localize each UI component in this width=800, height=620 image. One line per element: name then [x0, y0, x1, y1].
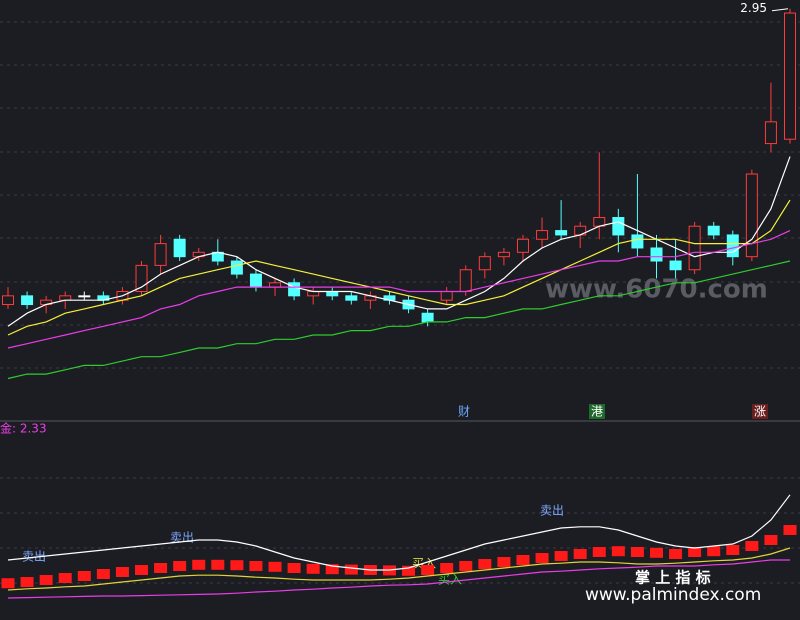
- candle-body: [784, 12, 796, 140]
- candle-body: [2, 295, 14, 306]
- grid: [0, 21, 800, 584]
- candle-body: [650, 247, 663, 262]
- indicator-block: [421, 565, 435, 575]
- candle-body: [345, 295, 358, 301]
- candle-body: [154, 243, 167, 266]
- line: [7, 156, 791, 327]
- line: [7, 559, 790, 599]
- event-tag: 涨: [754, 404, 766, 419]
- tag-box: [589, 404, 605, 419]
- indicator-block: [783, 525, 797, 535]
- high-pointer: [771, 8, 789, 12]
- candle-body: [497, 251, 510, 258]
- indicator-block: [115, 567, 129, 577]
- annotation: 卖出: [540, 504, 564, 518]
- annotation: 卖出: [22, 550, 46, 564]
- candle-body: [230, 260, 243, 275]
- tag-box: [456, 404, 472, 419]
- indicator-block: [707, 546, 721, 557]
- indicator-block: [135, 565, 149, 575]
- high-label: 2.95: [740, 1, 767, 15]
- indicator-block: [1, 578, 15, 589]
- indicator-block: [20, 577, 34, 587]
- watermark: www.palmindex.com: [585, 585, 761, 605]
- indicator-block: [344, 564, 358, 575]
- annotation: 买入: [438, 573, 462, 587]
- candle-body: [173, 238, 186, 258]
- indicator-block: [287, 563, 301, 573]
- indicator-block: [192, 559, 206, 570]
- indicator-block: [77, 571, 91, 581]
- indicator-block: [630, 547, 644, 557]
- indicator-block: [459, 561, 473, 571]
- indicator-block: [96, 569, 110, 579]
- indicator-block: [516, 555, 530, 565]
- indicator-block: [268, 561, 282, 572]
- candle-body: [21, 295, 34, 306]
- indicator-block: [592, 547, 606, 557]
- indicator-block: [726, 545, 740, 555]
- watermark: 掌 上 指 标: [635, 569, 711, 587]
- event-tag: 财: [458, 405, 470, 419]
- indicator-block: [39, 575, 53, 585]
- indicator-block: [535, 553, 549, 563]
- indicator-block: [249, 561, 263, 571]
- candle-body: [516, 238, 529, 253]
- candle-body: [707, 225, 720, 236]
- candle-body: [555, 230, 568, 236]
- line: [7, 494, 791, 571]
- tag-box: [752, 404, 768, 419]
- indicator-block: [764, 535, 778, 545]
- candle-body: [326, 290, 339, 297]
- candle-body: [726, 234, 739, 258]
- indicator-block: [478, 559, 492, 569]
- indicator-block: [58, 573, 72, 583]
- candle-body: [78, 295, 91, 298]
- indicator-block: [230, 560, 244, 571]
- event-tags: 财 港 涨: [456, 404, 768, 419]
- indicator-block: [745, 541, 759, 551]
- line: [7, 547, 791, 591]
- line: [7, 230, 791, 349]
- indicator-block: [325, 564, 339, 575]
- indicator-block: [440, 563, 454, 573]
- candle-body: [536, 230, 549, 240]
- candle-body: [745, 173, 758, 258]
- indicator-block: [688, 547, 702, 557]
- candle-body: [669, 260, 682, 271]
- candle-body: [421, 312, 434, 323]
- candle-body: [612, 217, 625, 236]
- candle-body: [459, 269, 472, 292]
- indicator-title: 金: 2.33: [0, 421, 47, 436]
- indicator-block: [611, 546, 625, 557]
- indicator-block: [306, 563, 320, 574]
- candle-body: [764, 121, 777, 145]
- event-tag: 港: [591, 405, 603, 419]
- candle-body: [59, 295, 72, 301]
- candle-body: [288, 282, 301, 297]
- line: [7, 260, 791, 380]
- candle-body: [631, 234, 644, 249]
- indicator-block: [554, 551, 568, 561]
- line: [7, 199, 791, 336]
- indicator-block: [669, 549, 683, 559]
- candle-body: [249, 273, 262, 288]
- indicator-block: [211, 559, 225, 570]
- candle-body: [307, 290, 320, 297]
- candle-body: [440, 290, 453, 301]
- candle-body: [478, 256, 491, 271]
- candle-body: [269, 282, 282, 288]
- candle-body: [135, 264, 148, 292]
- indicator-block: [154, 563, 168, 573]
- candle-body: [688, 225, 701, 271]
- indicator-block: [173, 561, 187, 571]
- indicator-block: [402, 565, 416, 576]
- indicator-block: [649, 547, 663, 558]
- annotations: 卖出 卖出 卖出 买入 买入: [22, 504, 564, 587]
- indicator-block: [497, 557, 511, 567]
- indicator-block: [573, 549, 587, 559]
